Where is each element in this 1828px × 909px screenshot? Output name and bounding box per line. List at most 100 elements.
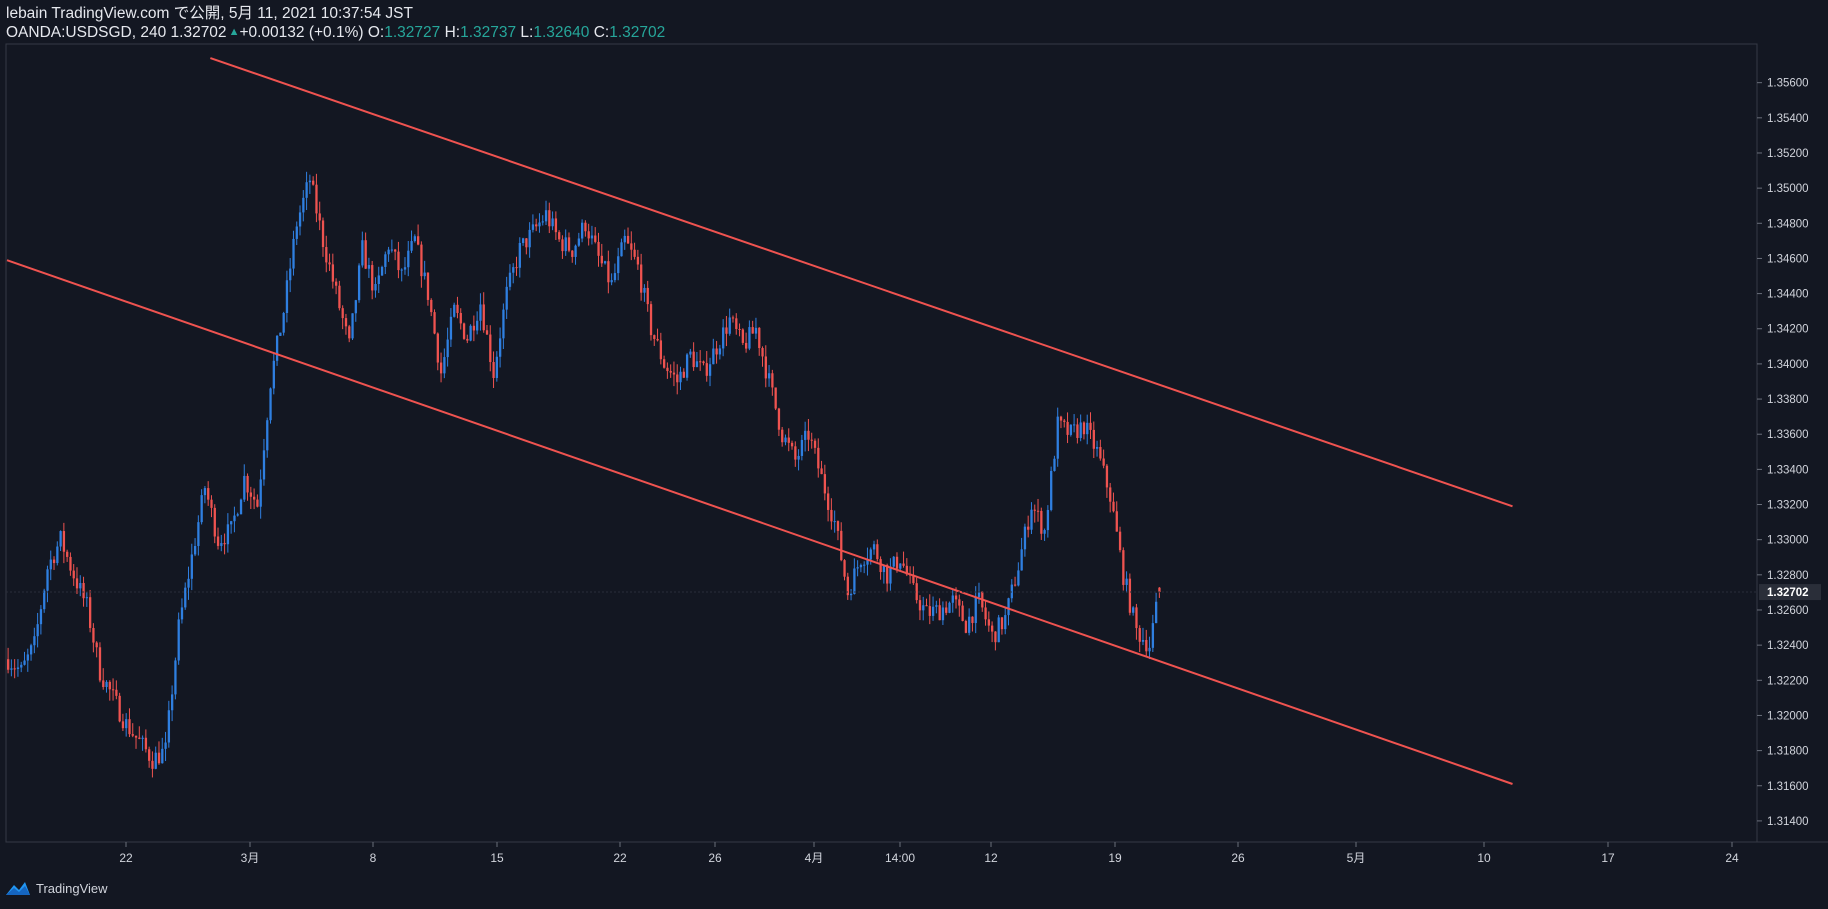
candle-body [413, 236, 417, 242]
candle-body [1030, 509, 1033, 530]
candle-body [115, 689, 118, 696]
candle-body [1112, 501, 1115, 512]
candle-body [777, 408, 781, 430]
candle-body [600, 255, 603, 264]
candle-body [223, 543, 226, 545]
candle-body [997, 617, 1000, 643]
candle-body [380, 266, 384, 276]
candle-body [43, 590, 46, 610]
candle-body [315, 184, 318, 214]
candle-body [433, 312, 436, 334]
candle-body [275, 335, 279, 361]
candle-body [144, 737, 148, 750]
candle-body [131, 734, 134, 736]
candle-body [285, 280, 289, 313]
candle-body [367, 265, 371, 269]
candle-body [246, 475, 249, 493]
candle-body [118, 695, 121, 722]
x-tick-label: 22 [613, 851, 627, 865]
candle-body [1145, 639, 1148, 652]
candle-body [66, 551, 69, 557]
footer-brand[interactable]: TradingView [5, 880, 108, 896]
candle-body [56, 546, 59, 564]
candle-body [646, 287, 649, 305]
candle-body [443, 357, 446, 374]
candle-body [243, 475, 246, 500]
candle-body [577, 238, 581, 246]
x-tick-label: 22 [119, 851, 133, 865]
y-tick-label: 1.33800 [1767, 394, 1809, 406]
y-tick-label: 1.33600 [1767, 429, 1809, 441]
candle-body [699, 361, 702, 363]
candle-body [10, 668, 13, 670]
candle-body [476, 320, 479, 331]
candle-body [574, 245, 577, 257]
candle-body [108, 681, 111, 690]
candle-body [344, 318, 348, 327]
candle-body [843, 560, 846, 577]
candle-body [958, 599, 961, 606]
candle-body [59, 531, 62, 547]
candle-body [259, 479, 262, 507]
y-tick-label: 1.33400 [1767, 464, 1809, 476]
candle-body [154, 752, 157, 769]
candle-body [512, 267, 515, 273]
candle-body [364, 240, 367, 269]
candle-body [272, 360, 275, 389]
candle-body [813, 440, 817, 448]
low-value: 1.32640 [533, 24, 590, 41]
candle-body [722, 327, 725, 349]
candle-body [23, 660, 26, 665]
candle-body [446, 339, 449, 358]
candle-body [167, 710, 171, 743]
candle-body [633, 249, 636, 257]
open-label: O: [367, 24, 385, 41]
candle-body [482, 304, 485, 331]
candle-body [371, 265, 374, 291]
candle-body [823, 474, 827, 494]
y-tick-label: 1.34800 [1767, 218, 1809, 230]
candle-body [817, 447, 820, 469]
upper-channel-line [210, 57, 1513, 508]
candle-body [72, 570, 75, 579]
candle-body [161, 748, 164, 764]
candle-body [1151, 623, 1155, 648]
candle-body [469, 325, 472, 341]
candle-body [1092, 429, 1095, 449]
x-tick-label: 17 [1601, 851, 1615, 865]
candle-body [1155, 601, 1158, 624]
y-tick-label: 1.34400 [1767, 289, 1809, 301]
candle-body [623, 235, 626, 243]
candle-body [479, 304, 482, 321]
candle-body [866, 559, 869, 565]
candle-body [397, 251, 400, 271]
candle-body [833, 521, 836, 523]
y-tick-label: 1.32800 [1767, 570, 1809, 582]
up-triangle-icon: ▲ [228, 26, 240, 38]
candle-body [430, 299, 433, 313]
candle-body [827, 493, 830, 510]
candle-body [75, 578, 79, 589]
x-tick-label: 14:00 [885, 851, 915, 865]
candle-body [984, 607, 987, 620]
publish-info: lebain TradingView.com で公開, 5月 11, 2021 … [6, 5, 413, 22]
candle-body [636, 256, 640, 265]
candle-body [466, 338, 469, 341]
candle-body [321, 220, 325, 248]
candle-body [741, 329, 745, 343]
candle-body [948, 602, 951, 613]
y-tick-label: 1.34600 [1767, 253, 1809, 265]
candle-body [357, 265, 361, 301]
candle-body [790, 442, 794, 447]
candle-body [1099, 447, 1102, 459]
candle-body [836, 521, 840, 531]
y-tick-label: 1.31400 [1767, 816, 1809, 828]
candle-body [13, 668, 16, 670]
candle-body [856, 567, 859, 569]
candle-body [499, 338, 502, 357]
y-tick-label: 1.34200 [1767, 324, 1809, 336]
candle-body [613, 273, 617, 281]
y-tick-label: 1.33000 [1767, 535, 1809, 547]
candle-body [98, 647, 102, 681]
